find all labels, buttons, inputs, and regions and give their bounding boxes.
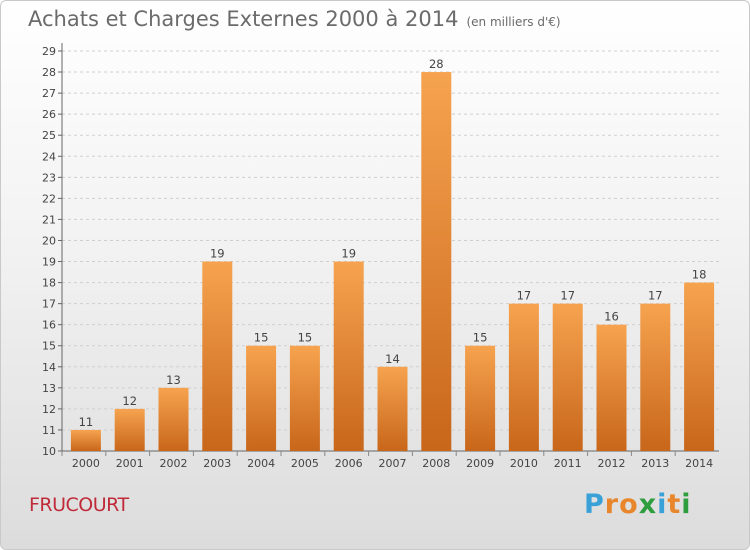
y-tick-label: 11	[42, 424, 56, 437]
y-tick-label: 12	[42, 403, 56, 416]
y-tick-label: 29	[42, 45, 56, 58]
bar	[202, 261, 233, 451]
chart-subtitle: (en milliers d'€)	[466, 15, 561, 29]
x-tick-label: 2000	[72, 457, 100, 470]
x-tick-label: 2006	[335, 457, 363, 470]
proxiti-logo[interactable]: Proxiti	[584, 489, 692, 520]
y-tick-label: 10	[42, 445, 56, 458]
x-tick-label: 2001	[116, 457, 144, 470]
x-tick-label: 2009	[466, 457, 494, 470]
logo-letter: P	[584, 489, 605, 520]
bar	[552, 303, 583, 451]
x-tick-label: 2012	[598, 457, 626, 470]
y-tick-label: 21	[42, 213, 56, 226]
bar-value-label: 19	[341, 247, 356, 261]
bar-value-label: 15	[254, 331, 269, 345]
y-tick-label: 22	[42, 192, 56, 205]
bar	[70, 429, 101, 451]
bar	[421, 72, 452, 451]
bar-value-label: 15	[298, 331, 313, 345]
y-tick-label: 25	[42, 129, 56, 142]
x-tick-label: 2008	[422, 457, 450, 470]
y-tick-label: 28	[42, 66, 56, 79]
bar-value-label: 17	[517, 289, 532, 303]
logo-letter: o	[619, 489, 639, 520]
chart-title: Achats et Charges Externes 2000 à 2014 (e…	[28, 7, 561, 31]
logo-letter: x	[638, 489, 658, 520]
y-tick-label: 27	[42, 87, 56, 100]
bar-value-label: 16	[604, 310, 619, 324]
x-tick-label: 2014	[685, 457, 713, 470]
bar-value-label: 14	[385, 352, 400, 366]
x-tick-label: 2011	[554, 457, 582, 470]
bar	[333, 261, 364, 451]
bar-value-label: 13	[166, 373, 181, 387]
bar-value-label: 11	[79, 415, 94, 429]
y-tick-label: 14	[42, 361, 56, 374]
labels: 11 2000 12 2001 13 2002 19 2003 15 2004 15 2005 19 20…	[72, 57, 713, 470]
y-tick-label: 18	[42, 277, 56, 290]
bar-value-label: 15	[473, 331, 488, 345]
bar	[246, 345, 277, 451]
x-tick-label: 2005	[291, 457, 319, 470]
x-tick-label: 2010	[510, 457, 538, 470]
logo-letter: t	[667, 489, 682, 520]
logo-letter: i	[681, 489, 692, 520]
x-tick-label: 2004	[247, 457, 275, 470]
bars	[70, 72, 715, 451]
y-tick-label: 24	[42, 150, 56, 163]
logo-letter: i	[657, 489, 668, 520]
chart-title-text: Achats et Charges Externes 2000 à 2014	[28, 7, 459, 31]
bar	[684, 282, 715, 451]
x-tick-label: 2013	[641, 457, 669, 470]
y-tick-label: 26	[42, 108, 56, 121]
bar	[640, 303, 671, 451]
bar-value-label: 18	[692, 268, 707, 282]
logo-letter: r	[604, 489, 620, 520]
bar	[377, 366, 408, 451]
bar-value-label: 17	[560, 289, 575, 303]
y-tick-label: 16	[42, 319, 56, 332]
bar	[465, 345, 496, 451]
bar-value-label: 28	[429, 57, 444, 71]
y-tick-label: 23	[42, 171, 56, 184]
bar	[596, 324, 627, 451]
x-tick-label: 2002	[160, 457, 188, 470]
x-tick-label: 2003	[203, 457, 231, 470]
bar-value-label: 17	[648, 289, 663, 303]
y-tick-label: 13	[42, 382, 56, 395]
bar	[114, 408, 145, 451]
x-tick-label: 2007	[379, 457, 407, 470]
bar-value-label: 12	[122, 394, 137, 408]
bar	[158, 387, 189, 451]
bar-value-label: 19	[210, 247, 225, 261]
y-tick-label: 20	[42, 234, 56, 247]
y-tick-label: 17	[42, 298, 56, 311]
y-tick-label: 15	[42, 340, 56, 353]
y-tick-label: 19	[42, 256, 56, 269]
town-name: FRUCOURT	[29, 494, 129, 516]
bar	[508, 303, 539, 451]
bar	[289, 345, 320, 451]
